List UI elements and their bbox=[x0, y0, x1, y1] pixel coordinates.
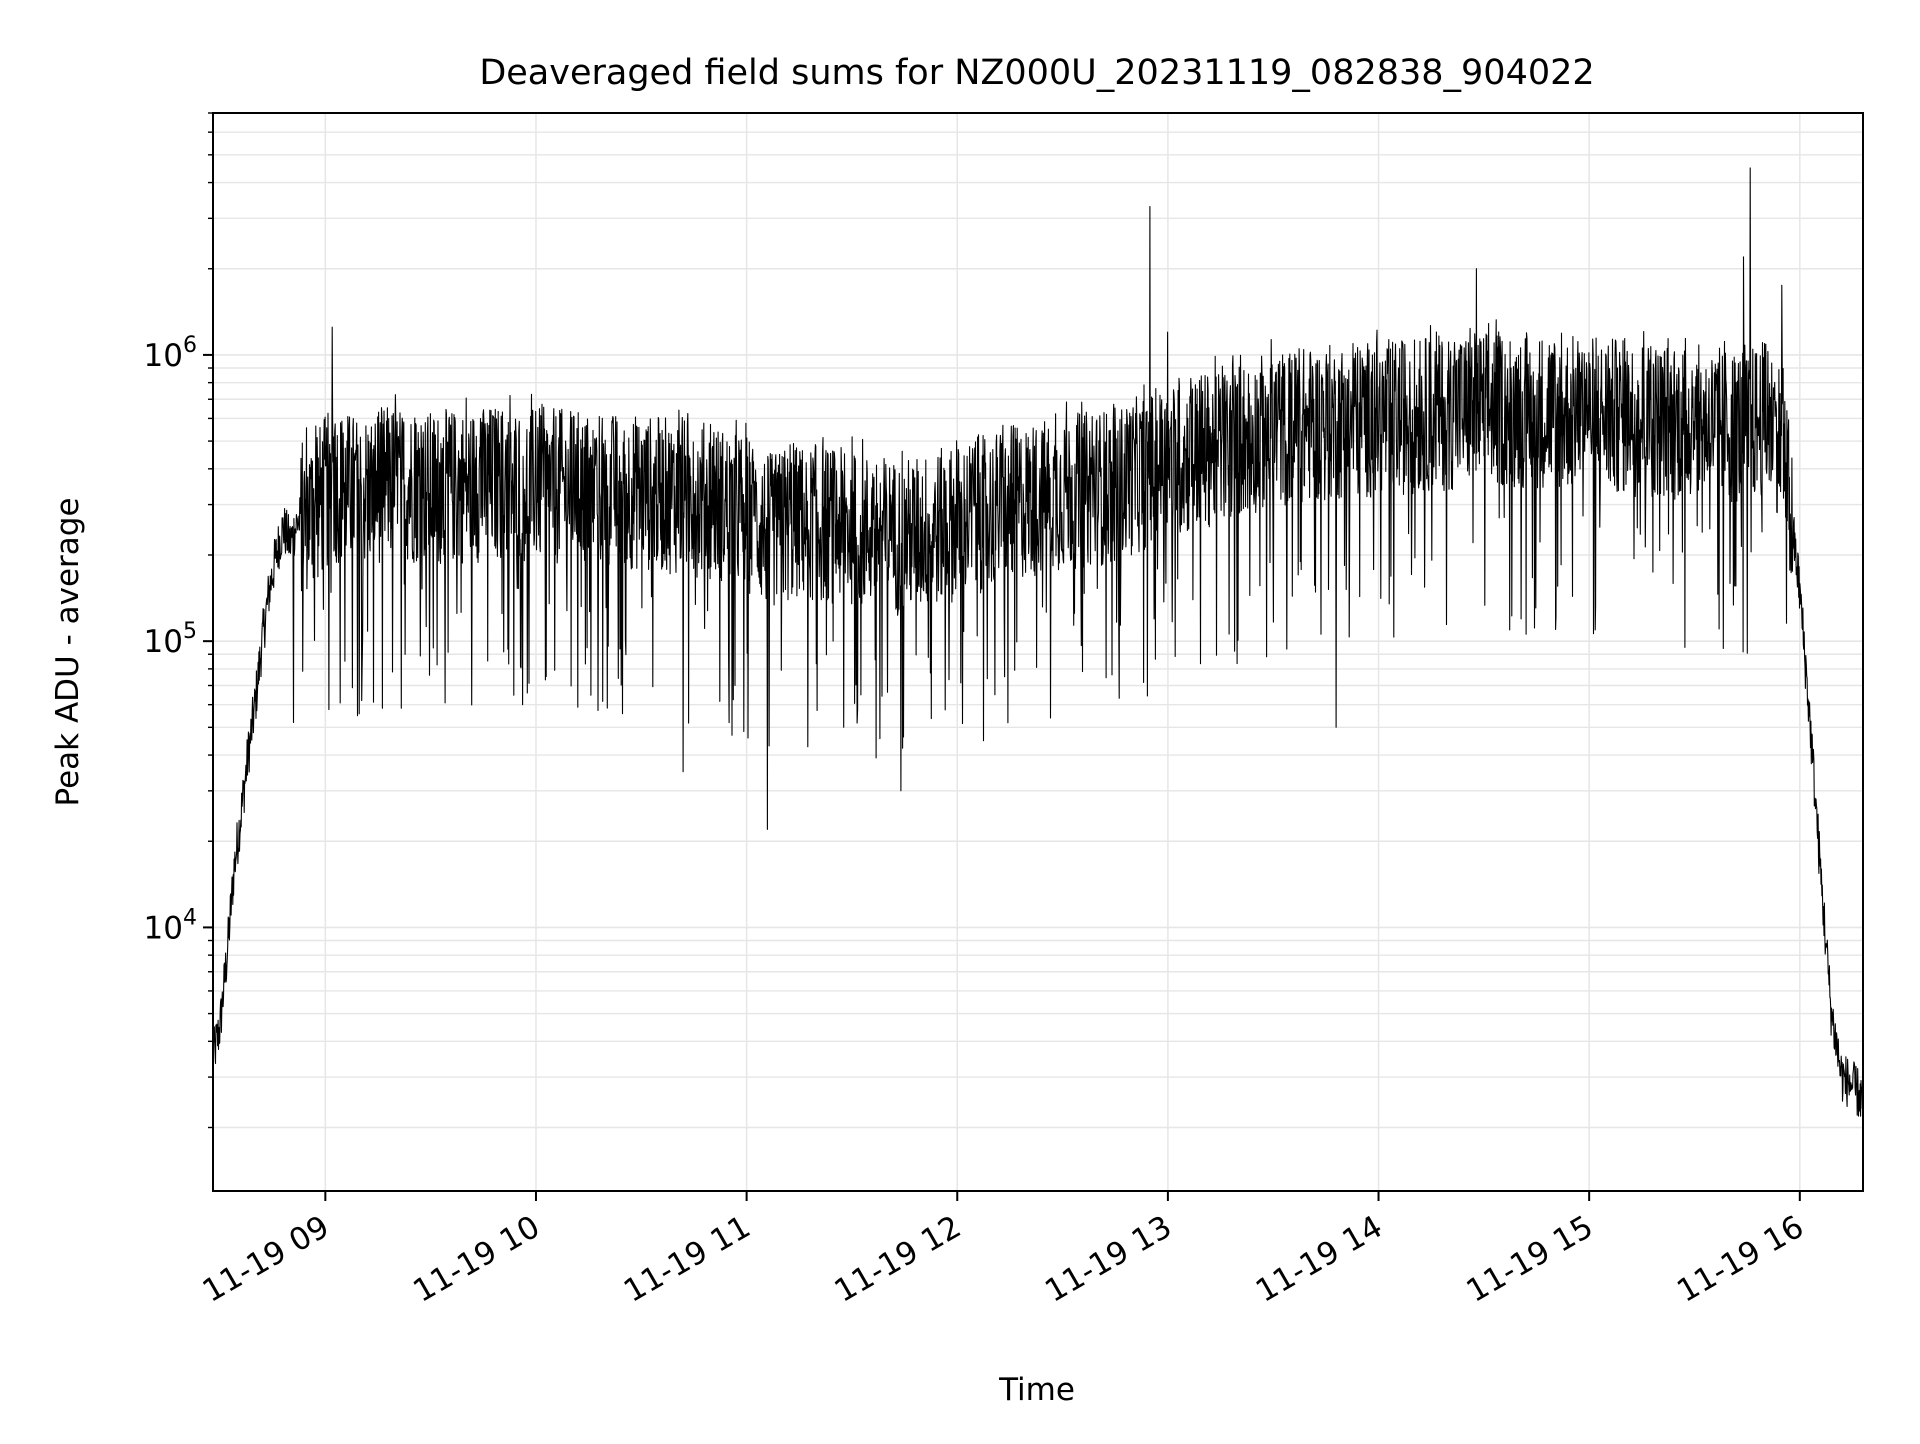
y-tick-label-base: 10 bbox=[144, 624, 183, 660]
plot-frame bbox=[212, 112, 1864, 1192]
y-tick-label: 106 bbox=[144, 333, 197, 374]
x-axis-label: Time bbox=[998, 1372, 1075, 1408]
y-tick-label-exponent: 6 bbox=[183, 333, 197, 358]
y-tick-label-exponent: 4 bbox=[183, 905, 197, 930]
series-line bbox=[212, 167, 1864, 1117]
grid-lines bbox=[213, 112, 1863, 1191]
y-tick-label: 105 bbox=[144, 619, 197, 660]
y-tick-label-exponent: 5 bbox=[183, 619, 197, 644]
y-axis-label: Peak ADU - average bbox=[50, 497, 86, 806]
y-tick-label-base: 10 bbox=[144, 910, 183, 946]
y-tick-label: 104 bbox=[144, 905, 197, 946]
y-tick-label-base: 10 bbox=[144, 338, 183, 374]
series-layer bbox=[212, 167, 1864, 1117]
chart-title: Deaveraged field sums for NZ000U_2023111… bbox=[479, 53, 1594, 93]
